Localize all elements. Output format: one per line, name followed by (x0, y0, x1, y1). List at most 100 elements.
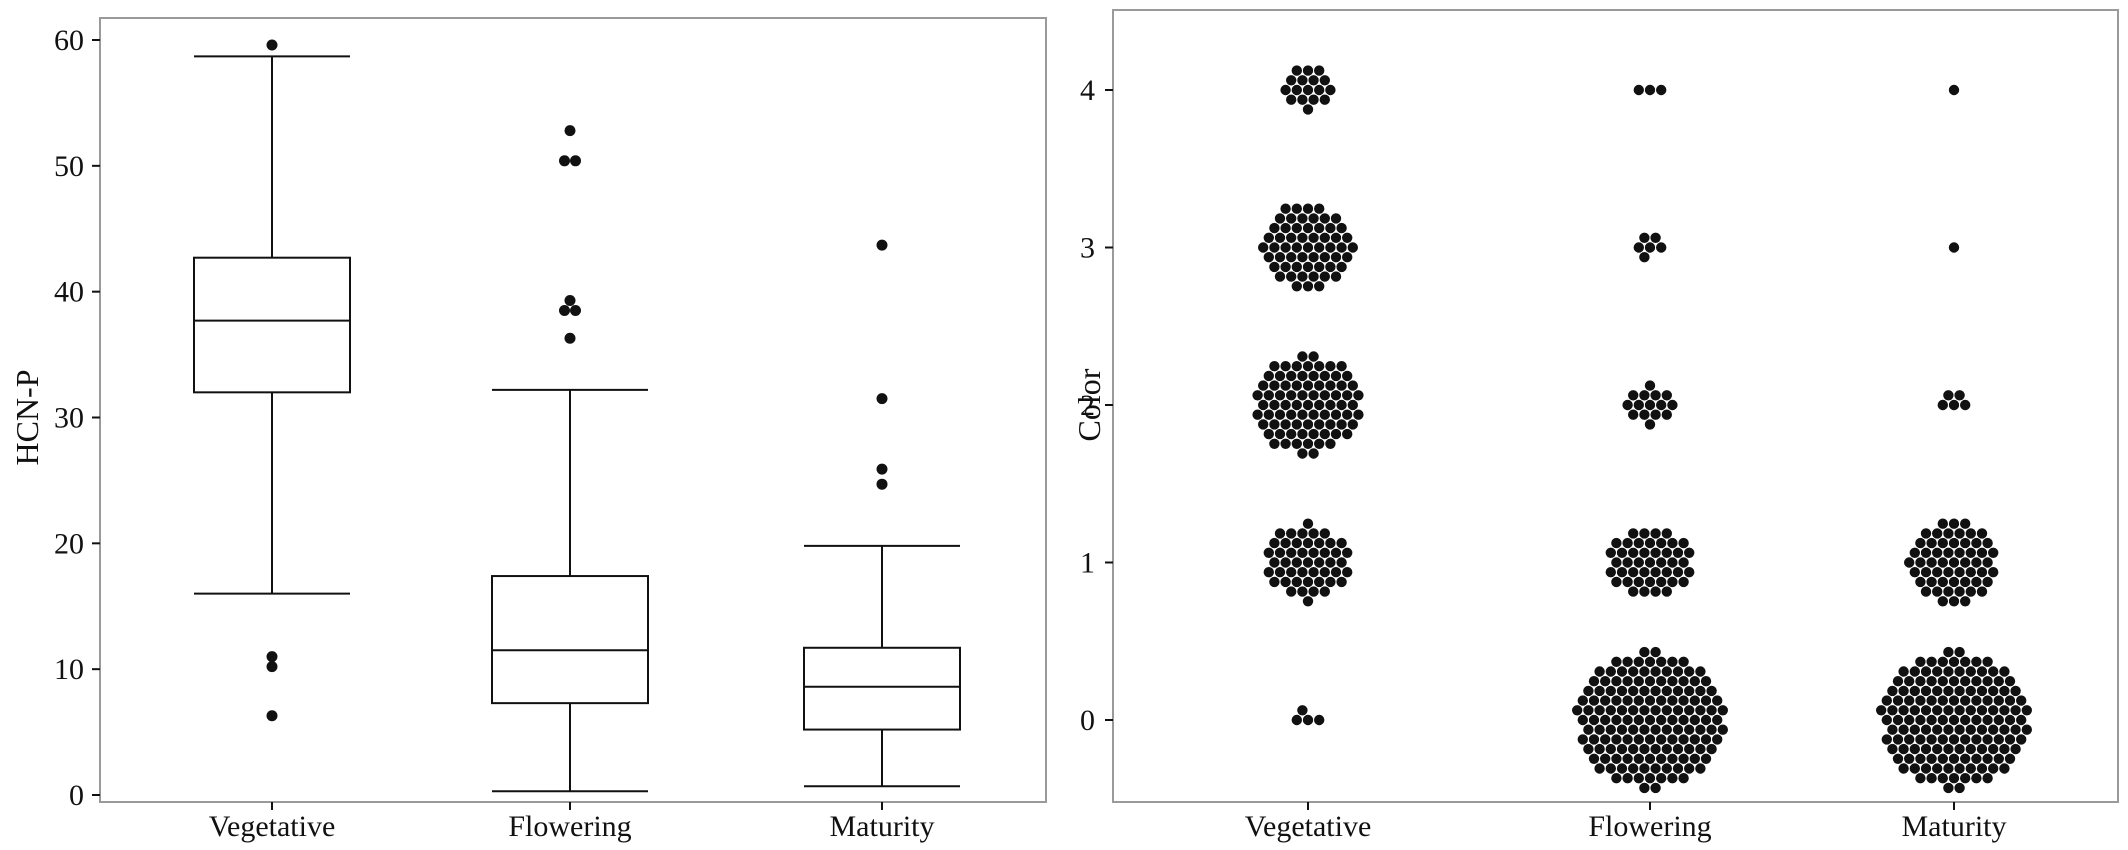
dot-point (1599, 694, 1612, 707)
dot-point (1335, 241, 1348, 254)
dot-point (1610, 575, 1623, 588)
dot-point (1644, 772, 1657, 785)
dot-point (1655, 556, 1668, 569)
dot-point (1341, 566, 1354, 579)
dot-point (1627, 527, 1640, 540)
dot-point (1318, 546, 1331, 559)
dot-point (1302, 714, 1315, 727)
dot-point (1632, 575, 1645, 588)
dot-point (1302, 595, 1315, 608)
dot-point (1998, 762, 2011, 775)
dot-point (1610, 556, 1623, 569)
y-axis-label: HCN-P (9, 369, 45, 465)
dot-point (1588, 675, 1601, 688)
dot-point (1959, 575, 1972, 588)
dot-point (1302, 517, 1315, 530)
dot-point (1716, 704, 1729, 717)
dot-point (1976, 585, 1989, 598)
dot-point (1688, 675, 1701, 688)
dot-point (1582, 743, 1595, 756)
dot-point (1604, 723, 1617, 736)
dot-point (1666, 398, 1679, 411)
dot-point (2020, 704, 2033, 717)
y-tick-label: 40 (54, 276, 84, 309)
outlier-point (876, 478, 888, 490)
dot-point (1672, 762, 1685, 775)
dot-point (1274, 389, 1287, 402)
dot-point (1683, 762, 1696, 775)
dot-point (1279, 202, 1292, 215)
dot-point (1307, 408, 1320, 421)
dot-point (2015, 714, 2028, 727)
dot-point (1313, 241, 1326, 254)
dot-point (1981, 556, 1994, 569)
dot-point (1976, 527, 1989, 540)
dot-point (1931, 585, 1944, 598)
dot-point (1897, 743, 1910, 756)
outlier-point (564, 294, 576, 306)
dot-point (1992, 675, 2005, 688)
dot-point (1942, 585, 1955, 598)
dot-point (1262, 231, 1275, 244)
dot-point (1931, 527, 1944, 540)
dot-point (1649, 585, 1662, 598)
dot-cluster-maturity-1 (1903, 517, 2000, 608)
dot-point (1942, 527, 1955, 540)
dot-point (1649, 704, 1662, 717)
dot-point (1880, 733, 1893, 746)
dot-point (1318, 231, 1331, 244)
dot-point (1335, 379, 1348, 392)
dot-point (1964, 546, 1977, 559)
dot-point (1621, 772, 1634, 785)
dot-point (1604, 566, 1617, 579)
dot-point (1632, 556, 1645, 569)
dot-point (1290, 714, 1303, 727)
dot-point (1279, 241, 1292, 254)
dot-point (1711, 733, 1724, 746)
dot-point (1290, 437, 1303, 450)
dot-point (1268, 537, 1281, 550)
dot-point (1318, 408, 1331, 421)
dot-point (1290, 222, 1303, 235)
dot-point (1987, 566, 2000, 579)
dot-point (1621, 694, 1634, 707)
outlier-point (266, 661, 278, 673)
dot-point (1627, 389, 1640, 402)
dot-point (1307, 546, 1320, 559)
dot-point (1279, 360, 1292, 373)
dot-point (1352, 408, 1365, 421)
dot-point (1274, 270, 1287, 283)
dot-point (1683, 566, 1696, 579)
dot-point (1660, 704, 1673, 717)
dot-point (1638, 781, 1651, 794)
dot-point (1925, 575, 1938, 588)
dot-point (1330, 389, 1343, 402)
dot-point (1290, 64, 1303, 77)
dot-point (1936, 714, 1949, 727)
dot-point (1959, 556, 1972, 569)
dot-point (1257, 398, 1270, 411)
dot-point (1700, 714, 1713, 727)
dot-point (1688, 694, 1701, 707)
dot-point (1655, 398, 1668, 411)
dot-point (1352, 389, 1365, 402)
dot-point (1307, 566, 1320, 579)
y-tick-label: 20 (54, 527, 84, 560)
dot-point (1296, 231, 1309, 244)
dot-point (1279, 537, 1292, 550)
dot-point (1644, 675, 1657, 688)
dot-point (1897, 704, 1910, 717)
dot-point (1998, 684, 2011, 697)
dot-point (1981, 733, 1994, 746)
y-tick-label: 10 (54, 653, 84, 686)
dot-point (1953, 546, 1966, 559)
dot-point (1711, 714, 1724, 727)
dot-point (1942, 665, 1955, 678)
dot-point (1313, 418, 1326, 431)
dot-point (1330, 566, 1343, 579)
dot-point (1660, 743, 1673, 756)
dot-cluster-maturity-3 (1948, 241, 1961, 254)
dot-point (1330, 251, 1343, 264)
dot-point (1948, 84, 1961, 97)
dot-point (1964, 684, 1977, 697)
